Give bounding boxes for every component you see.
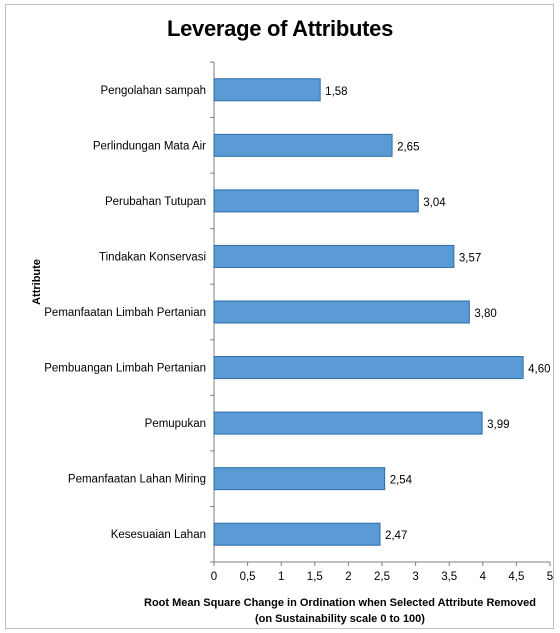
data-label: 3,80 xyxy=(474,308,496,320)
x-axis-title-line-1: Root Mean Square Change in Ordination wh… xyxy=(144,597,536,609)
category-label: Pembuangan Limbah Pertanian xyxy=(44,363,206,375)
x-tick-label: 1,5 xyxy=(307,571,323,583)
x-tick-label: 0 xyxy=(211,571,217,583)
category-label: Pemupukan xyxy=(145,418,206,430)
bar xyxy=(213,300,470,324)
bar xyxy=(213,133,393,157)
x-tick-label: 4,5 xyxy=(508,571,524,583)
data-label: 4,60 xyxy=(528,364,550,376)
bar xyxy=(213,189,419,213)
x-axis-title-line-2: (on Sustainability scale 0 to 100) xyxy=(255,613,425,625)
x-tick-label: 4 xyxy=(480,571,487,583)
category-label: Pengolahan sampah xyxy=(101,85,207,97)
category-label: Tindakan Konservasi xyxy=(99,251,206,263)
x-axis-title: Root Mean Square Change in Ordination wh… xyxy=(130,595,550,627)
category-label: Perlindungan Mata Air xyxy=(93,140,206,152)
bar xyxy=(213,356,524,380)
x-tick-label: 1 xyxy=(278,571,284,583)
data-label: 3,57 xyxy=(459,252,481,264)
x-tick-label: 2,5 xyxy=(374,571,390,583)
chart-title: Leverage of Attributes xyxy=(166,16,394,41)
bar xyxy=(213,411,483,435)
bar xyxy=(213,244,455,268)
x-tick-label: 5 xyxy=(547,571,553,583)
data-label: 2,65 xyxy=(397,141,419,153)
data-label: 3,04 xyxy=(423,197,446,209)
data-label: 1,58 xyxy=(325,86,347,98)
category-label: Kesesuaian Lahan xyxy=(111,529,206,541)
x-tick-label: 3 xyxy=(412,571,418,583)
data-label: 2,54 xyxy=(390,475,413,487)
category-label: Perubahan Tutupan xyxy=(105,196,206,208)
x-tick-label: 3,5 xyxy=(441,571,457,583)
x-tick-label: 2 xyxy=(345,571,351,583)
bar xyxy=(213,78,321,102)
category-label: Pemanfaatan Lahan Miring xyxy=(68,474,206,486)
data-label: 3,99 xyxy=(487,419,509,431)
data-label: 2,47 xyxy=(385,530,407,542)
x-tick-label: 0,5 xyxy=(240,571,256,583)
bar xyxy=(213,467,386,491)
y-axis-title: Attribute xyxy=(31,259,43,305)
category-label: Pemanfaatan Limbah Pertanian xyxy=(44,307,206,319)
bar xyxy=(213,522,381,546)
